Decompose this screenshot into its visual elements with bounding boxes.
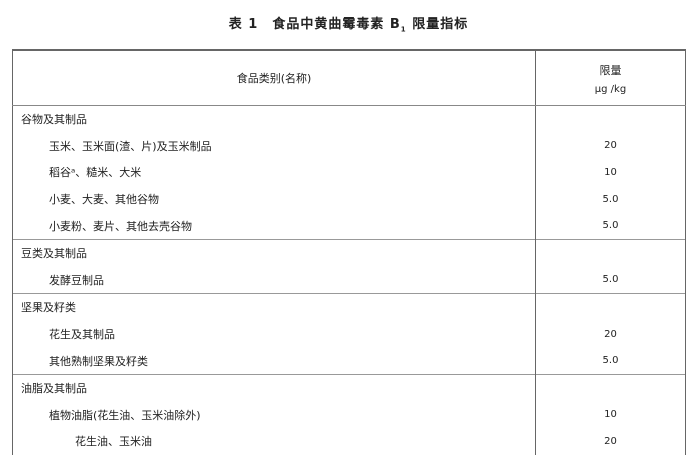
header-unit: μg /kg xyxy=(594,83,627,95)
food-name: 发酵豆制品 xyxy=(12,266,536,294)
food-name: 花生油、玉米油 xyxy=(12,428,536,455)
table-row: 小麦、大麦、其他谷物 5.0 xyxy=(12,185,686,213)
table-row: 稻谷ᵃ、糙米、大米 10 xyxy=(12,159,686,186)
table-header-row: 食品类别(名称) 限量 μg /kg xyxy=(12,49,686,106)
group-name: 谷物及其制品 xyxy=(12,104,536,133)
table-row: 花生及其制品 20 xyxy=(12,320,686,348)
table-title: 表 1 食品中黄曲霉毒素 B1 限量指标 xyxy=(228,17,469,34)
food-name: 花生及其制品 xyxy=(12,320,536,348)
table-row: 花生油、玉米油 20 xyxy=(12,428,686,455)
table-row: 其他熟制坚果及籽类 5.0 xyxy=(12,347,686,375)
limits-table: 食品类别(名称) 限量 μg /kg 谷物及其制品 玉米、玉米面(渣、片)及玉米制品… xyxy=(12,49,686,455)
limit-value: 10 xyxy=(535,401,686,429)
limit-value: 20 xyxy=(535,428,686,455)
food-name: 稻谷ᵃ、糙米、大米 xyxy=(12,159,536,186)
limit-value: 20 xyxy=(535,320,686,348)
group-value xyxy=(535,104,686,133)
food-name: 小麦、大麦、其他谷物 xyxy=(12,185,536,213)
table-row: 植物油脂(花生油、玉米油除外) 10 xyxy=(12,401,686,429)
limit-value: 5.0 xyxy=(535,212,686,240)
limit-value: 5.0 xyxy=(535,185,686,213)
group-value xyxy=(535,373,686,402)
group-row: 坚果及籽类 xyxy=(12,293,686,321)
table-row: 小麦粉、麦片、其他去壳谷物 5.0 xyxy=(12,212,686,240)
group-name: 坚果及籽类 xyxy=(12,293,536,321)
food-name: 小麦粉、麦片、其他去壳谷物 xyxy=(12,212,536,240)
food-name: 植物油脂(花生油、玉米油除外) xyxy=(12,401,536,429)
table-row: 玉米、玉米面(渣、片)及玉米制品 20 xyxy=(12,132,686,160)
header-limit: 限量 μg /kg xyxy=(535,49,686,106)
group-row: 谷物及其制品 xyxy=(12,104,686,133)
group-value xyxy=(535,293,686,321)
limit-value: 10 xyxy=(535,159,686,186)
group-value xyxy=(535,238,686,267)
group-name: 豆类及其制品 xyxy=(12,238,536,267)
limit-value: 5.0 xyxy=(535,347,686,375)
group-row: 油脂及其制品 xyxy=(12,373,686,402)
table-row: 发酵豆制品 5.0 xyxy=(12,266,686,294)
limit-value: 20 xyxy=(535,132,686,160)
limit-value: 5.0 xyxy=(535,266,686,294)
group-row: 豆类及其制品 xyxy=(12,238,686,267)
group-name: 油脂及其制品 xyxy=(12,373,536,402)
food-name: 玉米、玉米面(渣、片)及玉米制品 xyxy=(12,132,536,160)
header-category: 食品类别(名称) xyxy=(12,49,536,106)
food-name: 其他熟制坚果及籽类 xyxy=(12,347,536,375)
